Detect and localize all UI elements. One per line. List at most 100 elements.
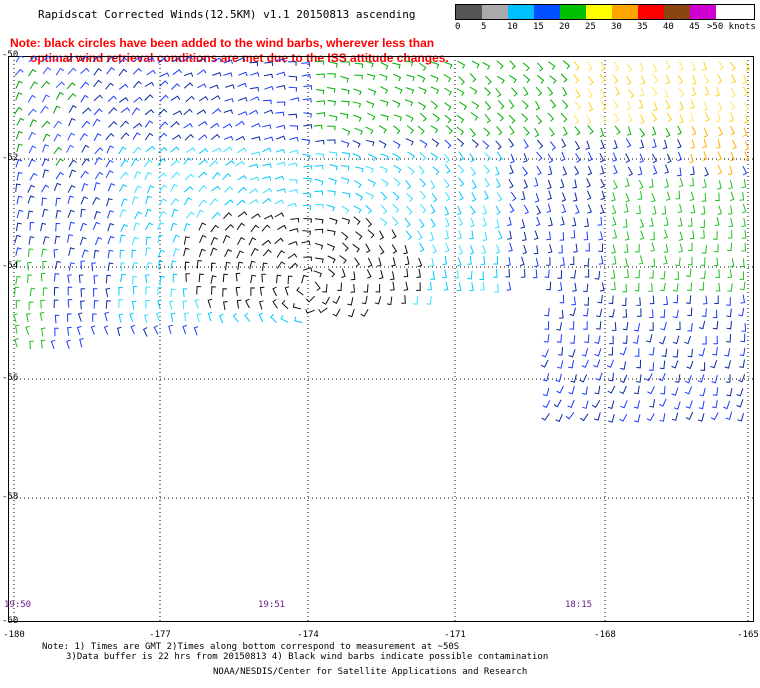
wind-barb bbox=[483, 164, 491, 174]
wind-barb bbox=[157, 146, 168, 154]
wind-barb bbox=[171, 171, 181, 179]
wind-barb bbox=[27, 274, 33, 283]
wind-barb bbox=[380, 191, 388, 201]
wind-barb bbox=[741, 179, 747, 189]
wind-barb bbox=[378, 245, 385, 255]
wind-barb bbox=[534, 127, 540, 138]
wind-barb bbox=[555, 373, 562, 383]
wind-barb bbox=[27, 94, 36, 103]
wind-barb bbox=[568, 349, 576, 358]
wind-barb bbox=[698, 320, 706, 330]
wind-barb bbox=[315, 139, 325, 145]
wind-barb bbox=[326, 125, 336, 131]
wind-barb bbox=[457, 164, 465, 174]
legend-tick: 0 bbox=[455, 22, 461, 32]
wind-barb bbox=[742, 165, 748, 176]
legend-color-bar bbox=[455, 4, 755, 20]
wind-barb bbox=[120, 159, 129, 167]
wind-barb bbox=[561, 138, 567, 148]
wind-barb bbox=[82, 107, 92, 114]
wind-barb bbox=[67, 209, 75, 218]
wind-barb bbox=[505, 268, 511, 278]
wind-barb bbox=[611, 205, 617, 215]
wind-barb bbox=[55, 67, 65, 76]
wind-barb bbox=[418, 62, 427, 71]
wind-barb bbox=[544, 321, 550, 330]
wind-barb bbox=[185, 273, 190, 282]
wind-barb bbox=[456, 138, 465, 147]
wind-barb bbox=[710, 412, 719, 421]
wind-barb bbox=[119, 209, 127, 218]
wind-barb bbox=[26, 313, 31, 323]
wind-barb bbox=[484, 190, 489, 200]
wind-barb bbox=[211, 108, 222, 115]
wind-barb bbox=[559, 231, 565, 241]
wind-barb bbox=[600, 88, 606, 99]
wind-barb bbox=[469, 245, 475, 255]
wind-barb bbox=[339, 255, 347, 264]
wind-barb bbox=[92, 313, 97, 322]
wind-barb bbox=[289, 136, 299, 142]
wind-barb bbox=[508, 114, 516, 124]
wind-barb bbox=[107, 210, 114, 219]
wind-barb bbox=[236, 57, 246, 62]
wind-barb bbox=[133, 222, 140, 232]
wind-barb bbox=[565, 412, 575, 420]
wind-barb bbox=[494, 219, 500, 229]
wind-barb bbox=[482, 61, 491, 70]
wind-barb bbox=[541, 349, 549, 358]
wind-barb bbox=[353, 88, 362, 96]
wind-barb bbox=[284, 286, 290, 296]
wind-barb bbox=[432, 244, 437, 254]
wind-barb bbox=[660, 385, 666, 395]
wind-barb bbox=[183, 72, 194, 77]
wind-barb bbox=[40, 327, 46, 337]
wind-barb bbox=[739, 281, 746, 291]
wind-barb bbox=[585, 140, 591, 150]
wind-barb bbox=[172, 68, 182, 76]
wind-barb bbox=[259, 286, 265, 296]
wind-barb bbox=[29, 221, 35, 231]
wind-barb bbox=[133, 211, 143, 220]
wind-barb bbox=[561, 192, 567, 202]
wind-barb bbox=[672, 309, 679, 319]
wind-barb bbox=[485, 75, 492, 85]
wind-barb bbox=[352, 243, 360, 253]
wind-barb bbox=[280, 315, 289, 323]
wind-barb bbox=[129, 312, 134, 322]
wind-barb bbox=[584, 268, 590, 278]
wind-barb bbox=[328, 177, 337, 185]
wind-barb bbox=[170, 159, 180, 167]
wind-barb bbox=[157, 57, 168, 64]
wind-barb bbox=[639, 128, 646, 138]
wind-barb bbox=[367, 229, 375, 239]
wind-barb bbox=[380, 204, 388, 215]
wind-barb bbox=[302, 230, 311, 236]
wind-barb bbox=[624, 269, 629, 279]
wind-barb bbox=[222, 123, 233, 129]
wind-barb bbox=[106, 66, 115, 75]
wind-barb bbox=[677, 74, 684, 85]
wind-barb bbox=[236, 222, 246, 231]
wind-barb bbox=[574, 165, 580, 176]
wind-barb bbox=[145, 145, 156, 152]
wind-barb bbox=[535, 115, 543, 125]
wind-barb-map[interactable] bbox=[8, 56, 754, 622]
wind-barb bbox=[418, 86, 427, 95]
wind-barb bbox=[94, 157, 103, 165]
wind-barb bbox=[482, 231, 488, 241]
wind-barb bbox=[483, 127, 491, 137]
wind-barb bbox=[622, 321, 629, 331]
wind-barb bbox=[289, 149, 299, 155]
wind-barb bbox=[701, 245, 707, 254]
wind-barb bbox=[244, 312, 251, 322]
wind-barb bbox=[663, 296, 668, 306]
wind-barb bbox=[68, 262, 75, 271]
wind-barb bbox=[28, 131, 36, 141]
wind-barb bbox=[659, 398, 667, 407]
wind-barb bbox=[289, 262, 299, 270]
wind-barb bbox=[730, 125, 736, 136]
wind-barb bbox=[209, 160, 219, 167]
wind-barb bbox=[583, 283, 589, 293]
legend-swatch bbox=[534, 5, 560, 19]
